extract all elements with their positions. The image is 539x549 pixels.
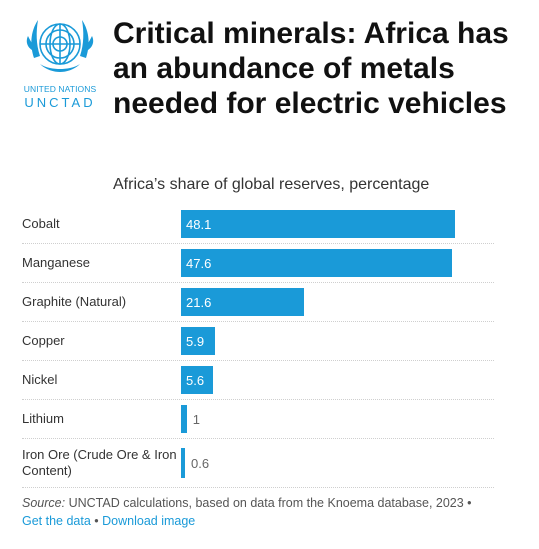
value-label: 1 xyxy=(192,411,200,427)
chart-title: Critical minerals: Africa has an abundan… xyxy=(113,17,509,120)
category-label: Manganese xyxy=(22,255,90,270)
un-emblem-icon xyxy=(26,20,94,72)
unctad-logo: UNITED NATIONS UNCTAD xyxy=(18,10,102,110)
logo-united-nations-text: UNITED NATIONS xyxy=(23,84,97,94)
bar xyxy=(181,448,185,478)
value-label: 48.1 xyxy=(186,216,212,232)
chart-row: Iron Ore (Crude Ore & Iron Content) 0.6 xyxy=(22,439,494,488)
download-image-link[interactable]: Download image xyxy=(102,514,196,528)
value-label: 5.9 xyxy=(186,333,205,349)
bar-chart: Cobalt 48.1 Manganese 47.6 Graphite (Natural… xyxy=(22,205,494,488)
source-note: Source: UNCTAD calculations, based on da… xyxy=(22,494,492,530)
bar xyxy=(181,210,455,238)
value-label: 47.6 xyxy=(186,255,212,271)
category-label: Nickel xyxy=(22,372,58,387)
category-label: Lithium xyxy=(22,411,64,426)
source-label: Source: xyxy=(22,496,66,510)
chart-row: Nickel 5.6 xyxy=(22,361,494,400)
category-label: Iron Ore (Crude Ore & Iron Content) xyxy=(22,447,177,478)
bar xyxy=(181,327,215,355)
chart-subtitle: Africa’s share of global reserves, perce… xyxy=(113,176,430,193)
bar xyxy=(181,288,304,316)
bar xyxy=(181,249,452,277)
source-text: UNCTAD calculations, based on data from … xyxy=(65,496,472,510)
chart-row: Lithium 1 xyxy=(22,400,494,439)
value-label: 5.6 xyxy=(186,372,205,388)
category-label: Copper xyxy=(22,333,65,348)
category-label: Graphite (Natural) xyxy=(22,294,127,309)
source-separator: • xyxy=(90,514,103,528)
chart-row: Manganese 47.6 xyxy=(22,244,494,283)
chart-row: Graphite (Natural) 21.6 xyxy=(22,283,494,322)
chart-row: Copper 5.9 xyxy=(22,322,494,361)
category-label: Cobalt xyxy=(22,216,60,231)
chart-row: Cobalt 48.1 xyxy=(22,205,494,244)
bar xyxy=(181,405,187,433)
value-label: 21.6 xyxy=(186,294,212,310)
value-label: 0.6 xyxy=(191,455,210,471)
bar xyxy=(181,366,213,394)
logo-unctad-text: UNCTAD xyxy=(24,95,96,110)
get-data-link[interactable]: Get the data xyxy=(22,514,91,528)
